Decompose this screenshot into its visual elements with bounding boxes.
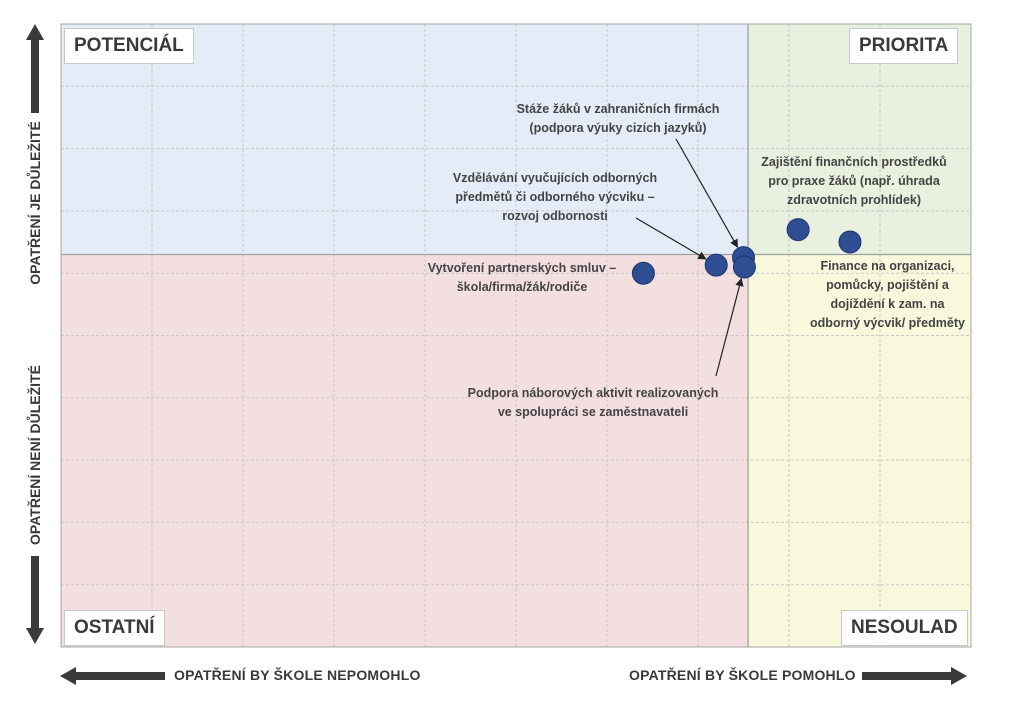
annotation-naborove-aktivity: Podpora náborových aktivit realizovaných… xyxy=(467,386,719,419)
y-axis-label-bottom: OPATŘENÍ NENÍ DŮLEŽITÉ xyxy=(27,365,43,545)
leader-staze xyxy=(675,138,739,248)
left-arrow xyxy=(60,667,165,685)
annotation-zajisteni-financi: Zajištění finančních prostředků pro prax… xyxy=(761,155,947,207)
leader-vzdelavani xyxy=(635,217,707,260)
down-arrow xyxy=(26,556,44,644)
x-axis-label-left: OPATŘENÍ BY ŠKOLE NEPOMOHLO xyxy=(174,667,421,683)
quadrant-label-ostatni: OSTATNÍ xyxy=(64,610,165,646)
annotation-staze: Stáže žáků v zahraničních firmách (podpo… xyxy=(516,102,720,135)
annotation-vzdelavani: Vzdělávání vyučujících odborných předmět… xyxy=(452,171,658,223)
up-arrow xyxy=(26,24,44,113)
x-axis-label-right: OPATŘENÍ BY ŠKOLE POMOHLO xyxy=(629,667,856,683)
leader-naborove-aktivity xyxy=(715,277,744,377)
y-axis-label-top: OPATŘENÍ JE DŮLEŽITÉ xyxy=(27,121,43,285)
data-point-1 xyxy=(838,230,862,254)
quadrant-bg-bottom-left xyxy=(61,254,749,647)
quadrant-label-nesoulad: NESOULAD xyxy=(841,610,968,646)
data-point-5 xyxy=(631,261,655,285)
data-point-4 xyxy=(704,253,728,277)
right-arrow xyxy=(862,667,967,685)
quadrant-label-potencial: POTENCIÁL xyxy=(64,28,194,64)
plot-border xyxy=(60,23,972,648)
data-point-3 xyxy=(732,255,756,279)
annotation-partnerske-smlouvy: Vytvoření partnerských smluv – škola/fir… xyxy=(427,261,617,294)
quadrant-bg-bottom-right xyxy=(748,254,971,647)
annotation-finance-organizace: Finance na organizaci, pomůcky, pojištěn… xyxy=(810,259,965,330)
quadrant-label-priorita: PRIORITA xyxy=(849,28,959,64)
data-point-0 xyxy=(786,218,810,242)
